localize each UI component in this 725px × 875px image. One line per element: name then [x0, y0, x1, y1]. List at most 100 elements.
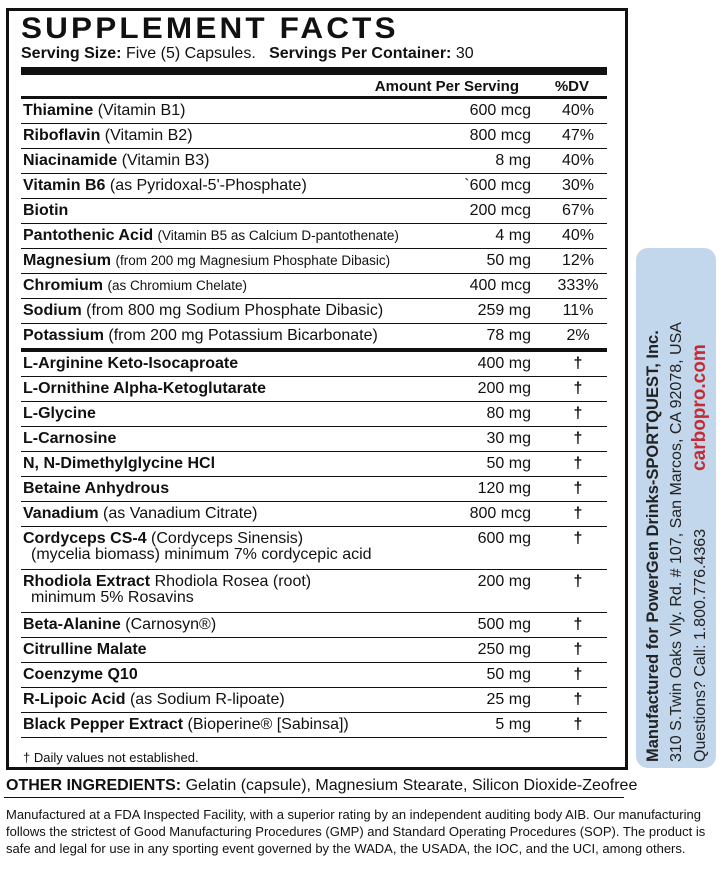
side-panel: Manufactured for PowerGen Drinks-SPORTQU…: [636, 248, 716, 768]
row: Sodium (from 800 mg Sodium Phosphate Dib…: [21, 299, 607, 324]
row: Riboflavin (Vitamin B2) 800 mcg 47%: [21, 124, 607, 149]
amount: 259 mg: [477, 302, 531, 319]
dv: †: [573, 455, 583, 472]
row: Rhodiola Extract Rhodiola Rosea (root) mi…: [21, 570, 607, 613]
row: Thiamine (Vitamin B1) 600 mcg 40%: [21, 99, 607, 124]
detail: (Bioperine® [Sabinsa]): [187, 716, 349, 733]
dv: †: [573, 666, 583, 683]
row: N, N-Dimethylglycine HCl 50 mg †: [21, 452, 607, 477]
dv: †: [573, 641, 583, 658]
name: N, N-Dimethylglycine HCl: [23, 455, 216, 472]
row: Vitamin B6 (as Pyridoxal-5'-Phosphate) `6…: [21, 174, 607, 199]
row: Betaine Anhydrous 120 mg †: [21, 477, 607, 502]
amount: 200 mcg: [469, 202, 531, 219]
dv: 40%: [561, 227, 595, 244]
dv: 333%: [557, 277, 599, 294]
dv: †: [573, 716, 583, 733]
dv: 2%: [566, 327, 590, 344]
label: Serving Size:: [21, 45, 122, 62]
name-cell: Vanadium (as Vanadium Citrate): [23, 505, 257, 523]
contact-line: Questions? Call: 1.800.776.4363 carbopro.…: [688, 248, 712, 762]
name: Chromium: [23, 277, 103, 294]
dv: †: [573, 573, 583, 590]
value: 30: [455, 45, 474, 62]
detail: (from 200 mg Magnesium Phosphate Dibasic…: [115, 253, 391, 268]
name: R-Lipoic Acid: [23, 691, 126, 708]
title: SUPPLEMENT FACTS: [21, 12, 399, 45]
row: Coenzyme Q10 50 mg †: [21, 663, 607, 688]
detail: (Vitamin B5 as Calcium D-pantothenate): [157, 228, 399, 243]
footnote: † Daily values not established.: [23, 750, 199, 765]
other-ingredients: OTHER INGREDIENTS: Gelatin (capsule), Ma…: [6, 777, 637, 795]
detail: (as Chromium Chelate): [107, 278, 247, 293]
name: L-Glycine: [23, 405, 96, 422]
amount: 200 mg: [477, 380, 531, 397]
dv: †: [573, 355, 583, 372]
amount: 500 mg: [477, 616, 531, 633]
name: Magnesium: [23, 252, 112, 269]
amount: 78 mg: [486, 327, 531, 344]
name-cell: L-Carnosine: [23, 430, 116, 448]
amount: 600 mcg: [469, 102, 531, 119]
disclaimer: Manufactured at a FDA Inspected Facility…: [6, 807, 706, 856]
row: R-Lipoic Acid (as Sodium R-lipoate) 25 mg…: [21, 688, 607, 713]
name-cell: Niacinamide (Vitamin B3): [23, 152, 209, 170]
dv: 40%: [561, 102, 595, 119]
detail-line: minimum 5% Rosavins: [31, 589, 194, 606]
serving-info: Serving Size: Five (5) Capsules. Serving…: [21, 45, 474, 63]
detail: (from 800 mg Sodium Phosphate Dibasic): [86, 302, 384, 319]
name-cell: Thiamine (Vitamin B1): [23, 102, 185, 120]
amount: 600 mg: [477, 530, 531, 547]
dv: †: [573, 505, 583, 522]
address: 310 S.Twin Oaks Vly. Rd. # 107, San Marc…: [668, 322, 685, 762]
name: Black Pepper Extract: [23, 716, 184, 733]
amount: 80 mg: [486, 405, 531, 422]
amount: 5 mg: [495, 716, 531, 733]
row: Beta-Alanine (Carnosyn®) 500 mg †: [21, 613, 607, 638]
detail-line: (mycelia biomass) minimum 7% cordycepic …: [31, 546, 372, 563]
amount: `600 mcg: [464, 177, 531, 194]
amount: 50 mg: [486, 455, 531, 472]
name: Sodium: [23, 302, 82, 319]
text: Gelatin (capsule), Magnesium Stearate, S…: [185, 777, 638, 794]
name-cell: Magnesium (from 200 mg Magnesium Phospha…: [23, 252, 390, 270]
dv: 40%: [561, 152, 595, 169]
detail: Rhodiola Rosea (root): [154, 573, 312, 590]
name: Cordyceps CS-4: [23, 530, 147, 547]
row: Niacinamide (Vitamin B3) 8 mg 40%: [21, 149, 607, 174]
amount: 30 mg: [486, 430, 531, 447]
row: Cordyceps CS-4 (Cordyceps Sinensis) (myce…: [21, 527, 607, 570]
row: Magnesium (from 200 mg Magnesium Phospha…: [21, 249, 607, 274]
amount: 400 mcg: [469, 277, 531, 294]
website[interactable]: carbopro.com: [689, 344, 710, 471]
amount: 250 mg: [477, 641, 531, 658]
amount: 800 mcg: [469, 127, 531, 144]
name-cell: Black Pepper Extract (Bioperine® [Sabins…: [23, 716, 349, 734]
rule: [21, 67, 607, 75]
amount: 50 mg: [486, 252, 531, 269]
name: L-Ornithine Alpha-Ketoglutarate: [23, 380, 266, 397]
dv: 67%: [561, 202, 595, 219]
dv: 11%: [562, 302, 594, 319]
name-cell: L-Ornithine Alpha-Ketoglutarate: [23, 380, 266, 398]
row: L-Carnosine 30 mg †: [21, 427, 607, 452]
dv: †: [573, 480, 583, 497]
name-cell: Betaine Anhydrous: [23, 480, 169, 498]
detail: (Carnosyn®): [125, 616, 217, 633]
dv: †: [573, 405, 583, 422]
name-cell: Chromium (as Chromium Chelate): [23, 277, 247, 295]
amount: 50 mg: [486, 666, 531, 683]
name: Thiamine: [23, 102, 94, 119]
amount: 25 mg: [486, 691, 531, 708]
amount: 8 mg: [495, 152, 531, 169]
detail: (from 200 mg Potassium Bicarbonate): [108, 327, 378, 344]
label: OTHER INGREDIENTS:: [6, 777, 182, 794]
row: Citrulline Malate 250 mg †: [21, 638, 607, 663]
side-text: Manufactured for PowerGen Drinks-SPORTQU…: [636, 248, 716, 768]
amount-header: Amount Per Serving: [374, 78, 519, 95]
manufacturer: Manufactured for PowerGen Drinks-SPORTQU…: [644, 330, 662, 762]
dv: †: [573, 380, 583, 397]
dv-header: %DV: [554, 78, 589, 95]
name-cell: Rhodiola Extract Rhodiola Rosea (root): [23, 573, 311, 591]
